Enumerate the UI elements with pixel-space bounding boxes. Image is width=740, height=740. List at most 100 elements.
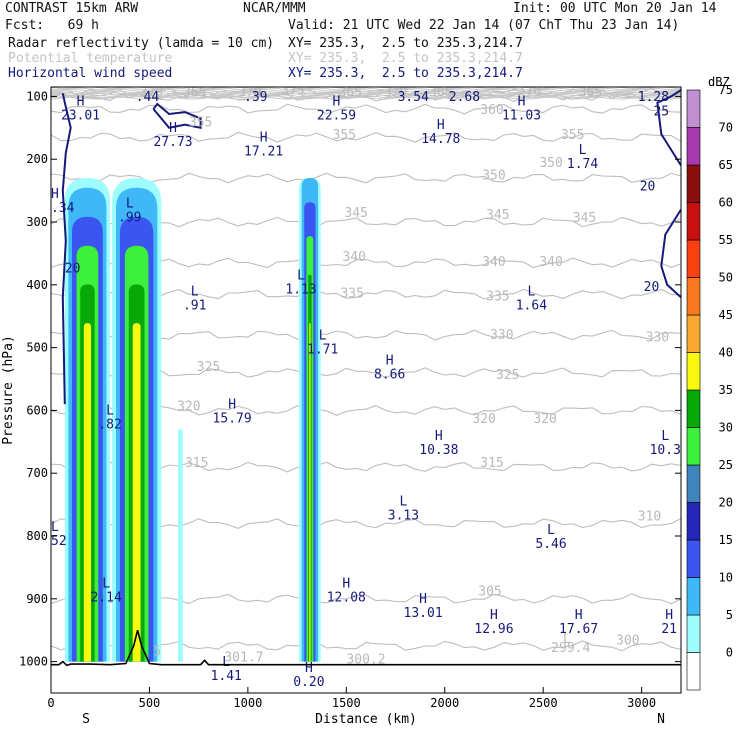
theta-label: 330 bbox=[490, 328, 513, 343]
theta-contour-350 bbox=[51, 172, 681, 184]
theta-stratosphere-contour bbox=[51, 88, 681, 92]
y-axis-label: Pressure (hPa) bbox=[1, 335, 16, 445]
wind-extremum-value: 1.13 bbox=[285, 283, 316, 298]
colorbar-swatch bbox=[686, 277, 701, 316]
colorbar-tick-label: 0 bbox=[726, 646, 733, 660]
theta-label: 370 bbox=[384, 85, 407, 100]
theta-label: 360 bbox=[480, 103, 503, 118]
wind-extremum-marker: H bbox=[260, 131, 268, 146]
wind-extremum-marker: H bbox=[305, 661, 313, 676]
wind-extremum-marker: L bbox=[106, 404, 114, 419]
theta-stratosphere-contour bbox=[51, 95, 681, 99]
wind-extremum-value: 15.79 bbox=[213, 411, 252, 426]
colorbar-swatch bbox=[686, 539, 701, 578]
theta-label: 325 bbox=[496, 368, 519, 383]
wind-extremum-marker: L bbox=[51, 520, 59, 535]
wind-extremum-marker: H bbox=[386, 353, 394, 368]
wind-contour-2 bbox=[656, 89, 681, 167]
wind-extremum-value: 3.13 bbox=[388, 509, 419, 524]
colorbar-unit: dBZ bbox=[708, 75, 730, 89]
x-tick-label: 500 bbox=[139, 696, 161, 710]
theta-label: 320 bbox=[533, 412, 556, 427]
wind-extremum-value: 3.54 bbox=[398, 90, 429, 105]
wind-extremum-marker: H bbox=[490, 608, 498, 623]
reflectivity-core-3-level-5 bbox=[309, 323, 311, 662]
colorbar-swatch bbox=[686, 89, 701, 128]
field-wind-name: Horizontal wind speed bbox=[8, 66, 173, 81]
wind-extremum-marker: H bbox=[419, 592, 427, 607]
wind-extremum-value: .52 bbox=[43, 534, 66, 549]
theta-label: 340 bbox=[539, 255, 562, 270]
colorbar-tick-label: 70 bbox=[719, 121, 733, 135]
wind-extremum-value: 22.59 bbox=[317, 109, 356, 124]
theta-label: 335 bbox=[340, 286, 363, 301]
theta-label: L bbox=[563, 632, 571, 647]
theta-stratosphere-contour bbox=[51, 87, 681, 90]
theta-label: 350 bbox=[482, 168, 505, 183]
wind-extremum-marker: H bbox=[518, 95, 526, 110]
colorbar-swatch bbox=[686, 502, 701, 541]
wind-extremum-value: 11.03 bbox=[502, 109, 541, 124]
wind-extremum-marker: L bbox=[461, 76, 469, 91]
wind-extremum-value: 17.67 bbox=[559, 622, 598, 637]
theta-label: 365 bbox=[339, 85, 362, 100]
wind-extremum-value: 8.66 bbox=[374, 367, 405, 382]
x-end-label-north: N bbox=[657, 712, 665, 727]
wind-extremum-value: 1.74 bbox=[567, 157, 598, 172]
reflectivity-core-0-level-5 bbox=[83, 323, 92, 662]
colorbar-swatch bbox=[686, 314, 701, 353]
theta-label: 365 bbox=[183, 85, 206, 100]
colorbar-swatch bbox=[686, 202, 701, 241]
model-title: CONTRAST 15km ARW bbox=[5, 1, 139, 16]
wind-extremum-value: 1.41 bbox=[211, 669, 242, 684]
wind-extremum-value: 1.28 bbox=[638, 90, 669, 105]
theta-label: 301.7 bbox=[224, 651, 263, 666]
wind-extremum-marker: H bbox=[665, 608, 673, 623]
theta-label: 310 bbox=[638, 509, 661, 524]
wind-extremum-value: 27.73 bbox=[153, 135, 192, 150]
theta-stratosphere-contour bbox=[51, 96, 681, 100]
wind-extremum-value: 10.3 bbox=[650, 443, 681, 458]
field-reflectivity-xy: XY= 235.3, 2.5 to 235.3,214.7 bbox=[288, 36, 523, 51]
y-tick-label: 900 bbox=[26, 592, 48, 606]
colorbar-swatch bbox=[686, 427, 701, 466]
terrain-line bbox=[51, 630, 681, 667]
theta-label: 345 bbox=[573, 211, 596, 226]
wind-extremum-marker: L bbox=[252, 76, 260, 91]
theta-label: 330 bbox=[646, 330, 669, 345]
colorbar-swatch bbox=[686, 614, 701, 653]
wind-extremum-value: 1.64 bbox=[516, 298, 547, 313]
field-reflectivity-name: Radar reflectivity (lamda = 10 cm) bbox=[8, 36, 275, 51]
colorbar-tick-label: 5 bbox=[726, 608, 733, 622]
wind-extremum-marker: H bbox=[51, 187, 59, 202]
forecast-hour: Fcst: 69 h bbox=[5, 18, 99, 33]
wind-extremum-value: .44 bbox=[136, 90, 160, 105]
colorbar-swatch bbox=[686, 239, 701, 278]
x-tick-label: 3000 bbox=[627, 696, 656, 710]
plot-area: 370 365 370 375 365 370 365 370 365 355 360 355 355 3… bbox=[43, 76, 681, 693]
wind-extremum-marker: L bbox=[661, 429, 669, 444]
colorbar-swatch bbox=[686, 352, 701, 391]
wind-extremum-marker: L bbox=[297, 269, 305, 284]
theta-label: 335 bbox=[486, 290, 509, 305]
y-tick-label: 500 bbox=[26, 341, 48, 355]
colorbar-swatch bbox=[686, 389, 701, 428]
wind-extremum-marker: H bbox=[77, 95, 85, 110]
wind-extremum-value: .91 bbox=[183, 298, 206, 313]
y-tick-label: 1000 bbox=[19, 655, 48, 669]
wind-extremum-value: 12.08 bbox=[327, 590, 366, 605]
theta-label: 300.2 bbox=[346, 652, 385, 667]
colorbar-tick-label: 40 bbox=[719, 346, 733, 360]
theta-label: 300 bbox=[616, 634, 639, 649]
valid-time: Valid: 21 UTC Wed 22 Jan 14 (07 ChT Thu … bbox=[288, 18, 680, 33]
theta-label: 325 bbox=[197, 360, 220, 375]
x-tick-label: 2500 bbox=[529, 696, 558, 710]
theta-stratosphere-contour bbox=[51, 94, 681, 98]
colorbar-tick-label: 50 bbox=[719, 271, 733, 285]
plot-frame bbox=[50, 86, 682, 694]
wind-extremum-marker: L bbox=[579, 143, 587, 158]
wind-contour-0 bbox=[61, 93, 72, 405]
colorbar-swatch bbox=[686, 164, 701, 203]
theta-stratosphere-contour bbox=[51, 91, 681, 95]
theta-label: 355 bbox=[333, 128, 356, 143]
